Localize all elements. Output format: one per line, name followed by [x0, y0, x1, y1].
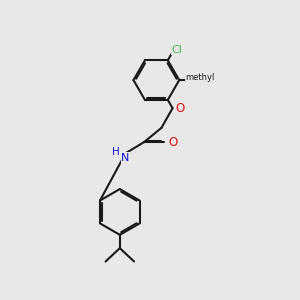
Text: H: H — [112, 147, 120, 157]
Text: N: N — [122, 153, 130, 163]
Text: Cl: Cl — [171, 45, 182, 55]
Text: methyl: methyl — [185, 73, 215, 82]
Text: O: O — [168, 136, 177, 149]
Text: O: O — [175, 102, 184, 115]
